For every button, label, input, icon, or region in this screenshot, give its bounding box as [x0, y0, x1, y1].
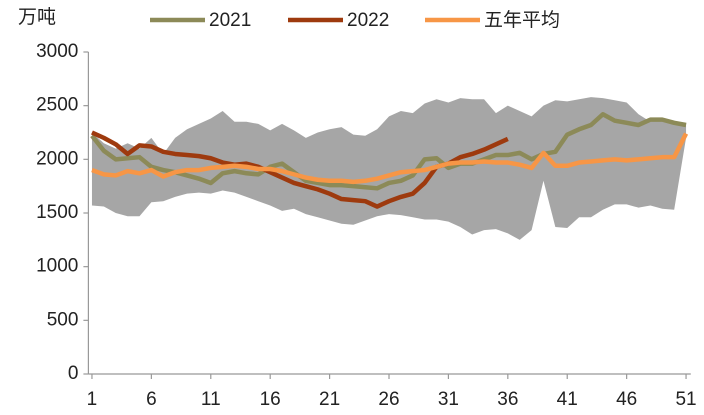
series-line: [90, 112, 687, 191]
y-tick-label: 1000: [36, 256, 78, 277]
x-tick-label: 46: [616, 389, 637, 410]
x-tick-label: 21: [319, 389, 340, 410]
range-band: [91, 97, 687, 240]
legend-label: 2022: [347, 10, 389, 31]
x-tick-label: 51: [675, 389, 696, 410]
y-tick-label: 500: [47, 309, 79, 330]
legend-label: 2021: [209, 10, 251, 31]
x-tick-label: 36: [497, 389, 518, 410]
y-tick-label: 0: [68, 363, 79, 384]
x-tick-label: 31: [438, 389, 459, 410]
y-tick-label: 1500: [36, 202, 78, 223]
y-unit-label: 万吨: [18, 6, 56, 28]
x-tick-label: 41: [557, 389, 578, 410]
x-tick-label: 6: [146, 389, 157, 410]
x-tick-label: 26: [378, 389, 399, 410]
x-tick-label: 11: [201, 389, 221, 410]
x-tick-label: 16: [260, 389, 281, 410]
x-tick-label: 1: [87, 389, 98, 410]
series-line: [91, 132, 689, 185]
y-tick-label: 2000: [36, 148, 78, 169]
y-tick-label: 3000: [36, 41, 78, 62]
y-tick-label: 2500: [36, 95, 78, 116]
legend-label: 五年平均: [484, 9, 560, 31]
